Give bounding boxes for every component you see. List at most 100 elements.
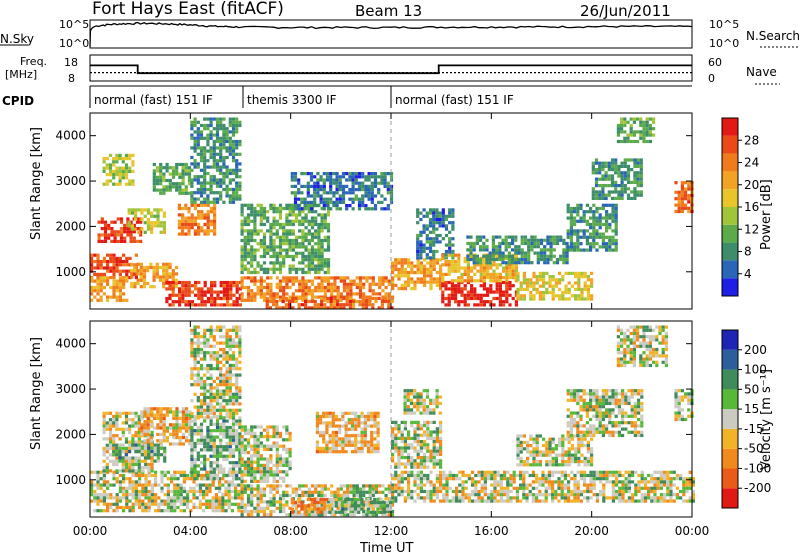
data-cell — [413, 264, 417, 268]
data-cell — [190, 331, 194, 336]
data-cell — [566, 206, 570, 211]
data-cell — [253, 298, 257, 302]
data-cell — [652, 127, 656, 131]
data-cell — [218, 480, 222, 484]
data-cell — [306, 172, 310, 176]
data-cell — [413, 287, 417, 291]
data-cell — [128, 440, 132, 444]
data-cell — [235, 379, 239, 384]
data-cell — [193, 441, 197, 446]
data-cell — [228, 411, 232, 416]
data-cell — [112, 450, 116, 454]
data-cell — [426, 267, 430, 271]
data-cell — [130, 227, 134, 231]
data-cell — [508, 266, 512, 270]
data-cell — [611, 219, 615, 223]
data-cell — [253, 238, 257, 243]
data-cell — [432, 256, 436, 260]
data-cell — [297, 306, 301, 310]
data-cell — [196, 383, 200, 387]
data-cell — [228, 136, 232, 140]
data-cell — [522, 281, 526, 285]
data-cell — [225, 411, 229, 416]
data-cell — [422, 214, 426, 218]
data-cell — [203, 229, 207, 233]
data-cell — [162, 185, 166, 189]
data-cell — [150, 221, 154, 225]
data-cell — [196, 457, 200, 462]
data-cell — [172, 410, 176, 414]
data-cell — [253, 258, 257, 262]
data-cell — [150, 224, 154, 228]
data-cell — [457, 256, 461, 260]
data-cell — [310, 261, 315, 265]
data-cell — [348, 178, 352, 182]
data-cell — [319, 188, 323, 192]
data-cell — [684, 187, 688, 191]
data-cell — [262, 435, 267, 439]
data-cell — [212, 159, 216, 163]
data-cell — [222, 303, 226, 307]
data-cell — [90, 499, 94, 503]
data-cell — [178, 416, 182, 420]
data-cell — [594, 190, 599, 194]
data-cell — [472, 241, 476, 246]
data-cell — [105, 427, 109, 431]
data-cell — [240, 219, 244, 223]
data-cell — [182, 496, 186, 500]
data-cell — [90, 292, 94, 296]
data-cell — [206, 441, 210, 446]
data-cell — [190, 376, 194, 380]
data-cell — [259, 219, 263, 223]
data-cell — [235, 159, 239, 163]
data-cell — [317, 267, 321, 271]
data-cell — [489, 263, 493, 267]
data-cell — [546, 235, 550, 239]
data-cell — [160, 502, 164, 506]
data-cell — [184, 169, 188, 173]
data-cell — [170, 496, 174, 500]
data-cell — [193, 130, 197, 134]
data-cell — [304, 303, 308, 307]
data-cell — [243, 467, 247, 471]
data-cell — [460, 287, 464, 291]
nave-axis-label: Nave — [746, 65, 777, 79]
data-cell — [473, 303, 477, 307]
data-cell — [284, 296, 288, 300]
data-cell — [614, 180, 618, 184]
data-cell — [193, 200, 197, 204]
data-cell — [278, 435, 283, 439]
data-cell — [463, 279, 467, 283]
data-cell — [259, 264, 263, 268]
data-cell — [222, 130, 226, 134]
data-cell — [102, 256, 106, 260]
data-cell — [228, 441, 232, 446]
data-cell — [235, 383, 239, 387]
data-cell — [529, 278, 533, 282]
data-cell — [269, 435, 273, 439]
data-cell — [238, 470, 242, 474]
data-cell — [168, 182, 172, 186]
data-cell — [523, 235, 528, 239]
data-cell — [291, 254, 295, 259]
data-cell — [143, 443, 148, 447]
data-cell — [444, 217, 449, 222]
data-cell — [330, 285, 334, 290]
data-cell — [192, 480, 196, 484]
data-cell — [228, 149, 232, 153]
data-cell — [198, 499, 202, 503]
data-cell — [447, 253, 451, 257]
data-cell — [203, 454, 207, 458]
data-cell — [466, 260, 470, 264]
data-cell — [99, 272, 103, 276]
data-cell — [564, 287, 568, 291]
data-cell — [514, 238, 518, 242]
data-cell — [470, 279, 474, 283]
data-cell — [285, 235, 289, 239]
data-cell — [173, 505, 177, 510]
data-cell — [231, 448, 236, 452]
data-cell — [102, 499, 106, 503]
data-cell — [176, 505, 180, 510]
data-cell — [163, 483, 167, 487]
data-cell — [451, 243, 455, 247]
